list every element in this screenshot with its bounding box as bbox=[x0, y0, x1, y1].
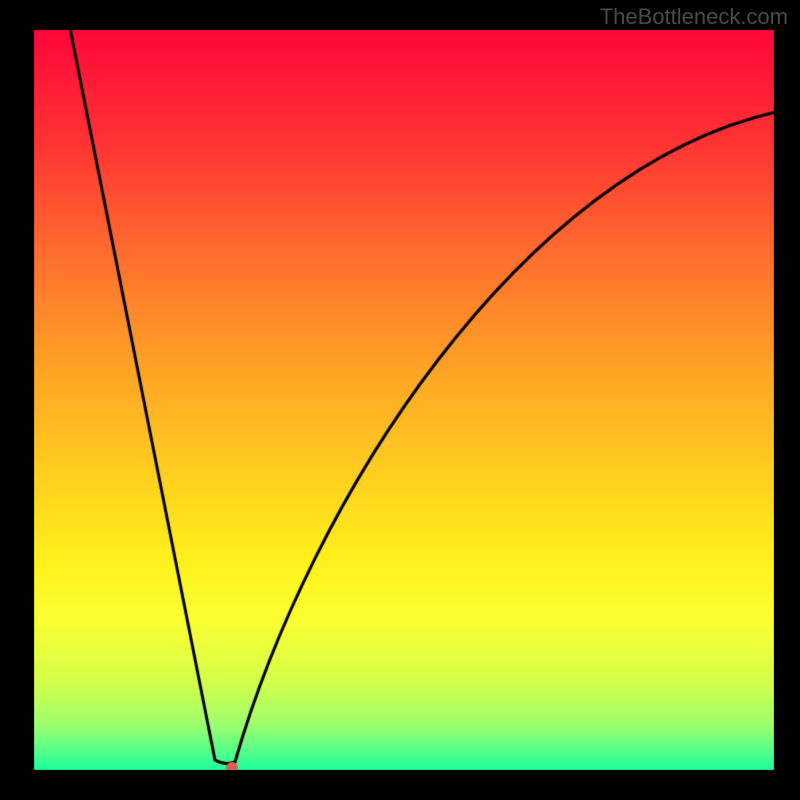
bottleneck-curve bbox=[0, 0, 800, 800]
watermark-label: TheBottleneck.com bbox=[600, 4, 788, 30]
chart-container: TheBottleneck.com bbox=[0, 0, 800, 800]
